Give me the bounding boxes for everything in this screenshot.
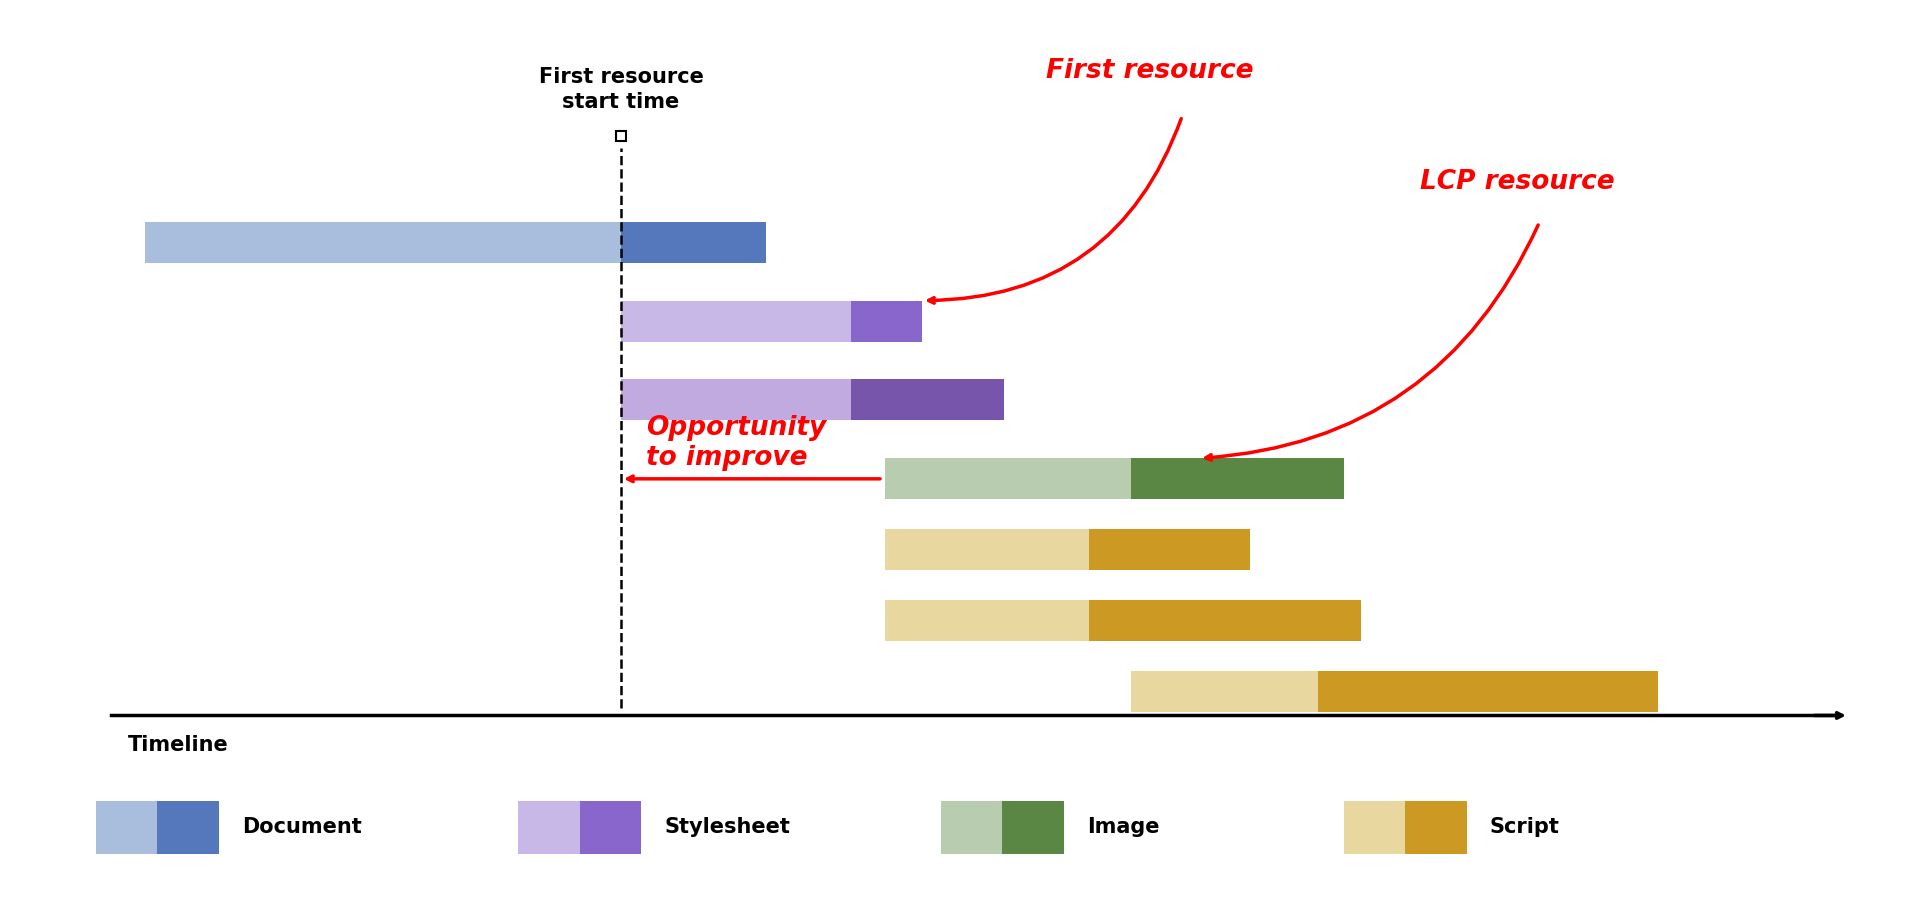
- Text: LCP resource: LCP resource: [1421, 169, 1615, 195]
- Bar: [1089, 529, 1250, 571]
- Bar: [1319, 671, 1659, 712]
- Bar: [885, 529, 1089, 571]
- FancyBboxPatch shape: [1405, 801, 1467, 854]
- Text: Timeline: Timeline: [129, 735, 228, 755]
- Text: Opportunity
to improve: Opportunity to improve: [647, 415, 828, 472]
- FancyBboxPatch shape: [941, 801, 1002, 854]
- Bar: [1089, 600, 1361, 642]
- Bar: [851, 380, 1004, 420]
- Text: First resource: First resource: [1046, 58, 1254, 85]
- Bar: [620, 380, 851, 420]
- Text: First resource
start time: First resource start time: [538, 68, 703, 112]
- FancyBboxPatch shape: [1344, 801, 1405, 854]
- Bar: [851, 301, 922, 342]
- Bar: [1131, 458, 1344, 500]
- Text: Script: Script: [1490, 817, 1559, 838]
- FancyBboxPatch shape: [580, 801, 641, 854]
- Bar: [620, 301, 851, 342]
- Bar: [1131, 671, 1319, 712]
- Bar: [885, 600, 1089, 642]
- Text: Stylesheet: Stylesheet: [664, 817, 791, 838]
- FancyBboxPatch shape: [157, 801, 219, 854]
- FancyBboxPatch shape: [1002, 801, 1064, 854]
- Bar: [620, 221, 766, 263]
- Bar: [144, 221, 620, 263]
- FancyBboxPatch shape: [96, 801, 157, 854]
- Text: Image: Image: [1087, 817, 1160, 838]
- FancyBboxPatch shape: [518, 801, 580, 854]
- Text: Document: Document: [242, 817, 361, 838]
- Bar: [885, 458, 1131, 500]
